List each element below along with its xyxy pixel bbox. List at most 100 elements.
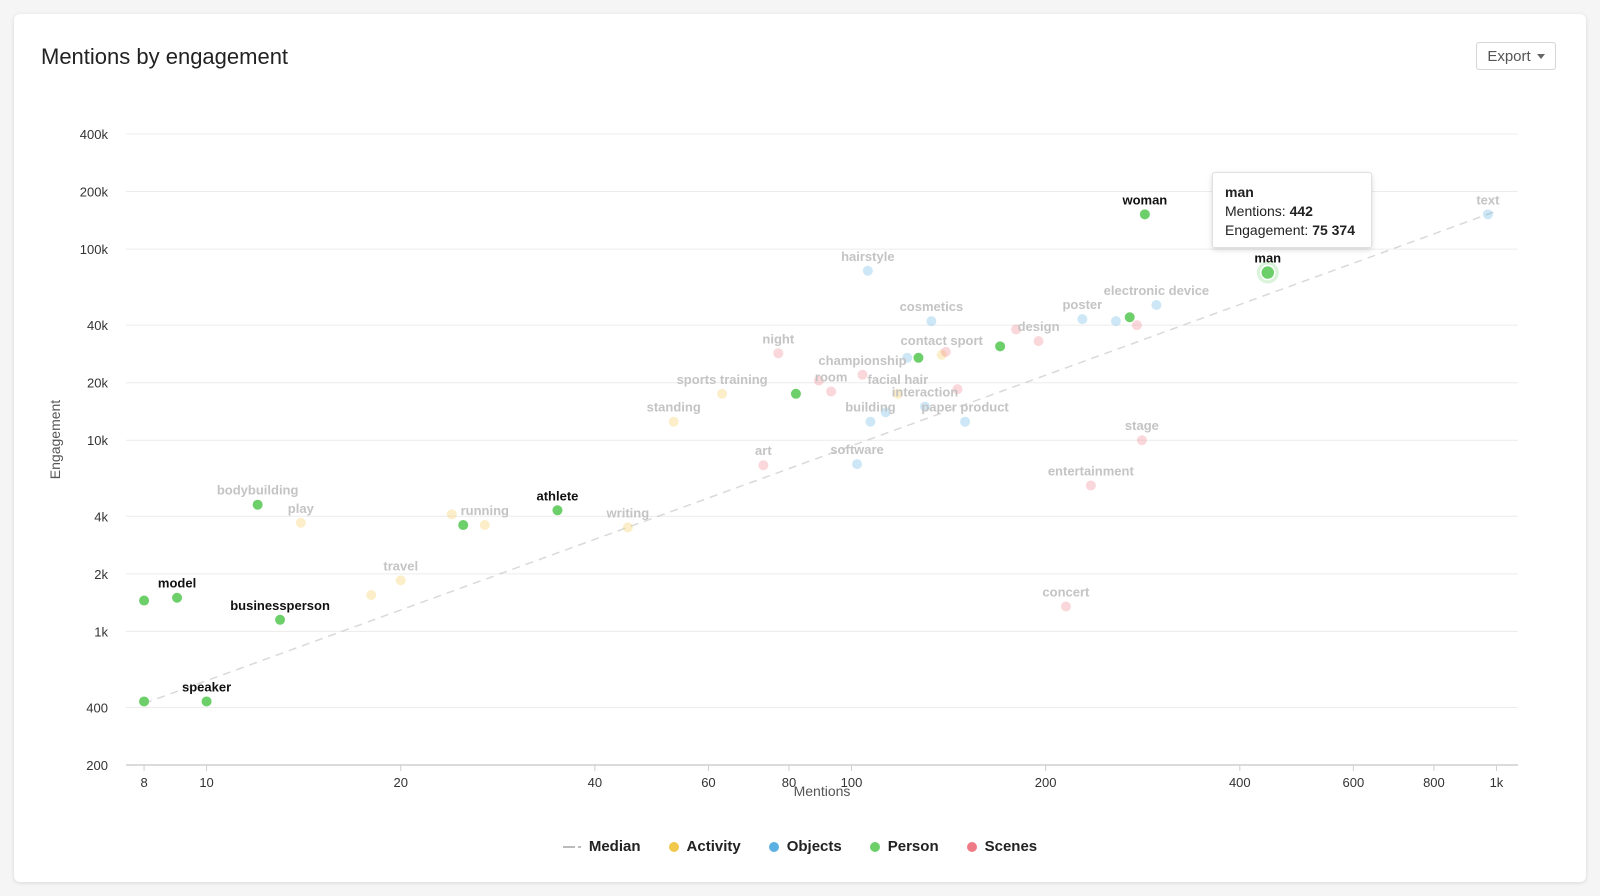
data-point[interactable] <box>395 575 406 586</box>
data-point[interactable] <box>458 520 469 531</box>
data-point[interactable] <box>1139 209 1150 220</box>
data-point[interactable] <box>1085 480 1096 491</box>
y-tick-label: 10k <box>87 433 108 448</box>
point-label: entertainment <box>1048 463 1135 478</box>
data-point[interactable] <box>913 352 924 363</box>
x-tick-label: 40 <box>588 775 602 790</box>
data-point[interactable] <box>790 388 801 399</box>
data-points <box>139 209 1493 707</box>
y-tick-label: 400k <box>80 127 109 142</box>
data-point[interactable] <box>1482 209 1493 220</box>
point-labels: bodybuilding play running travel writing stan… <box>158 192 1500 694</box>
legend-item-median[interactable]: Median <box>562 838 641 855</box>
data-point[interactable] <box>773 348 784 359</box>
legend-item-scenes[interactable]: Scenes <box>966 838 1038 855</box>
y-axis-ticks: 200 400 1k 2k 4k 10k 20k 40k 100k 200k 400k <box>80 127 109 773</box>
x-tick-label: 80 <box>782 775 796 790</box>
point-label: athlete <box>537 488 579 503</box>
x-tick-label: 400 <box>1229 775 1251 790</box>
point-label: electronic device <box>1104 283 1210 298</box>
export-button[interactable]: Export <box>1476 42 1556 70</box>
point-label: businessperson <box>230 598 330 613</box>
y-axis-title: Engagement <box>47 400 63 480</box>
point-label: design <box>1018 319 1060 334</box>
data-point[interactable] <box>1060 601 1071 612</box>
data-point[interactable] <box>852 459 863 470</box>
data-point[interactable] <box>960 416 971 427</box>
point-label: woman <box>1121 192 1167 207</box>
data-point[interactable] <box>1151 299 1162 310</box>
y-tick-label: 40k <box>87 318 108 333</box>
data-point[interactable] <box>1131 320 1142 331</box>
data-point[interactable] <box>865 416 876 427</box>
data-point[interactable] <box>366 590 377 601</box>
legend-item-objects[interactable]: Objects <box>768 838 842 855</box>
data-point[interactable] <box>275 614 286 625</box>
data-point[interactable] <box>201 696 212 707</box>
data-point[interactable] <box>717 388 728 399</box>
point-label: standing <box>647 400 701 415</box>
data-point[interactable] <box>479 520 490 531</box>
x-tick-label: 100 <box>841 775 863 790</box>
data-point[interactable] <box>139 595 150 606</box>
point-label: stage <box>1125 418 1159 433</box>
data-point[interactable] <box>295 517 306 528</box>
data-point[interactable] <box>936 349 947 360</box>
x-tick-label: 20 <box>393 775 407 790</box>
point-label: art <box>755 443 772 458</box>
data-point[interactable] <box>940 346 951 357</box>
data-point[interactable] <box>252 499 263 510</box>
data-point[interactable] <box>1260 264 1276 281</box>
y-tick-label: 20k <box>87 376 108 391</box>
data-point[interactable] <box>813 375 824 386</box>
data-point[interactable] <box>139 696 150 707</box>
data-point[interactable] <box>926 316 937 327</box>
point-label: running <box>461 503 509 518</box>
data-point[interactable] <box>880 407 891 418</box>
data-point[interactable] <box>892 388 903 399</box>
x-axis-title: Mentions <box>794 783 851 799</box>
data-point[interactable] <box>1136 435 1147 446</box>
point-label: model <box>158 576 196 591</box>
data-point[interactable] <box>668 416 679 427</box>
data-point[interactable] <box>919 401 930 412</box>
chart-title: Mentions by engagement <box>41 44 289 69</box>
y-tick-label: 200k <box>80 185 109 200</box>
legend-label-person: Person <box>887 838 939 855</box>
scenes-dot-icon <box>966 841 977 852</box>
point-label: text <box>1476 192 1500 207</box>
dashed-line-icon <box>562 845 581 848</box>
x-tick-label: 60 <box>701 775 715 790</box>
data-point[interactable] <box>952 384 963 395</box>
point-label: facial hair <box>868 372 929 387</box>
legend-item-activity[interactable]: Activity <box>668 838 741 855</box>
point-label: play <box>288 501 315 516</box>
tooltip-name: man <box>1225 184 1254 200</box>
data-point[interactable] <box>758 460 769 471</box>
data-point[interactable] <box>1124 312 1135 323</box>
median-trend-line <box>143 210 1497 705</box>
data-point[interactable] <box>1011 324 1022 335</box>
data-point[interactable] <box>1077 314 1088 325</box>
data-point[interactable] <box>902 352 913 363</box>
legend-label-scenes: Scenes <box>984 838 1038 855</box>
data-point[interactable] <box>826 386 837 397</box>
point-label: contact sport <box>901 333 984 348</box>
data-point[interactable] <box>622 522 633 533</box>
point-label: writing <box>606 505 650 520</box>
legend-item-person[interactable]: Person <box>869 838 939 855</box>
grid-lines <box>126 133 1518 766</box>
data-point[interactable] <box>446 509 457 520</box>
data-point[interactable] <box>552 505 563 516</box>
chart-card <box>14 14 1586 882</box>
data-point[interactable] <box>172 592 183 603</box>
data-point[interactable] <box>1033 336 1044 347</box>
y-tick-label: 400 <box>86 700 108 715</box>
export-label: Export <box>1487 47 1531 65</box>
data-point[interactable] <box>862 265 873 276</box>
objects-dot-icon <box>768 841 779 852</box>
data-point[interactable] <box>995 341 1006 352</box>
data-point[interactable] <box>1110 316 1121 327</box>
data-point[interactable] <box>857 369 868 380</box>
